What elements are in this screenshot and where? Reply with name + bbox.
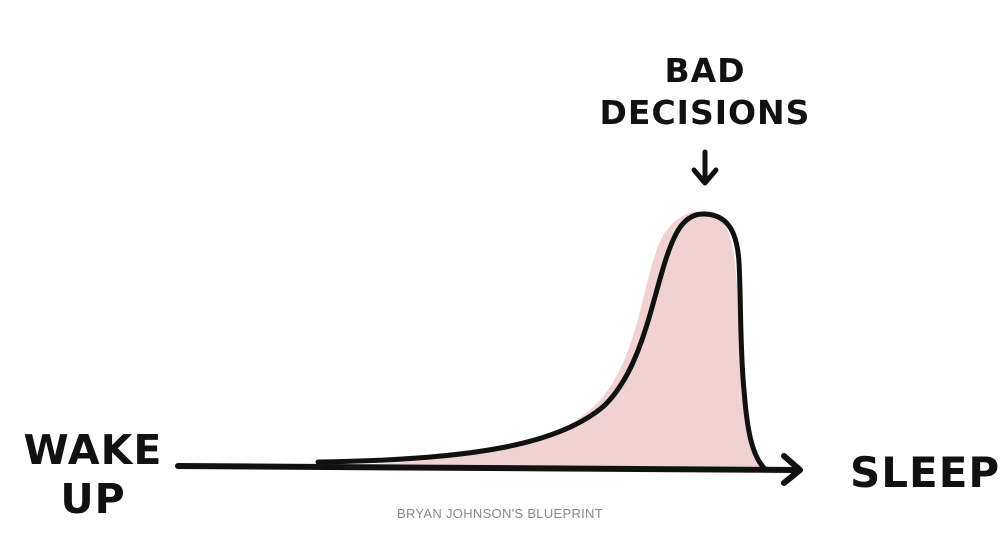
bad-decisions-label-line1: BAD xyxy=(664,51,746,90)
curve-fill-area xyxy=(320,211,760,466)
footer-credit: BRYAN JOHNSON'S BLUEPRINT xyxy=(397,506,603,521)
bad-decisions-label: BAD DECISIONS xyxy=(590,50,820,134)
wake-up-label: WAKE UP xyxy=(18,426,168,524)
bad-decisions-label-line2: DECISIONS xyxy=(599,93,811,133)
sleep-label: SLEEP xyxy=(850,448,1000,497)
down-arrow-icon xyxy=(691,149,719,186)
wake-up-label-line1: WAKE xyxy=(23,426,163,474)
timeline-arrowhead xyxy=(781,453,803,486)
wake-up-label-line2: UP xyxy=(60,475,126,524)
timeline-axis-line xyxy=(175,463,798,473)
bad-decisions-curve xyxy=(315,211,767,471)
